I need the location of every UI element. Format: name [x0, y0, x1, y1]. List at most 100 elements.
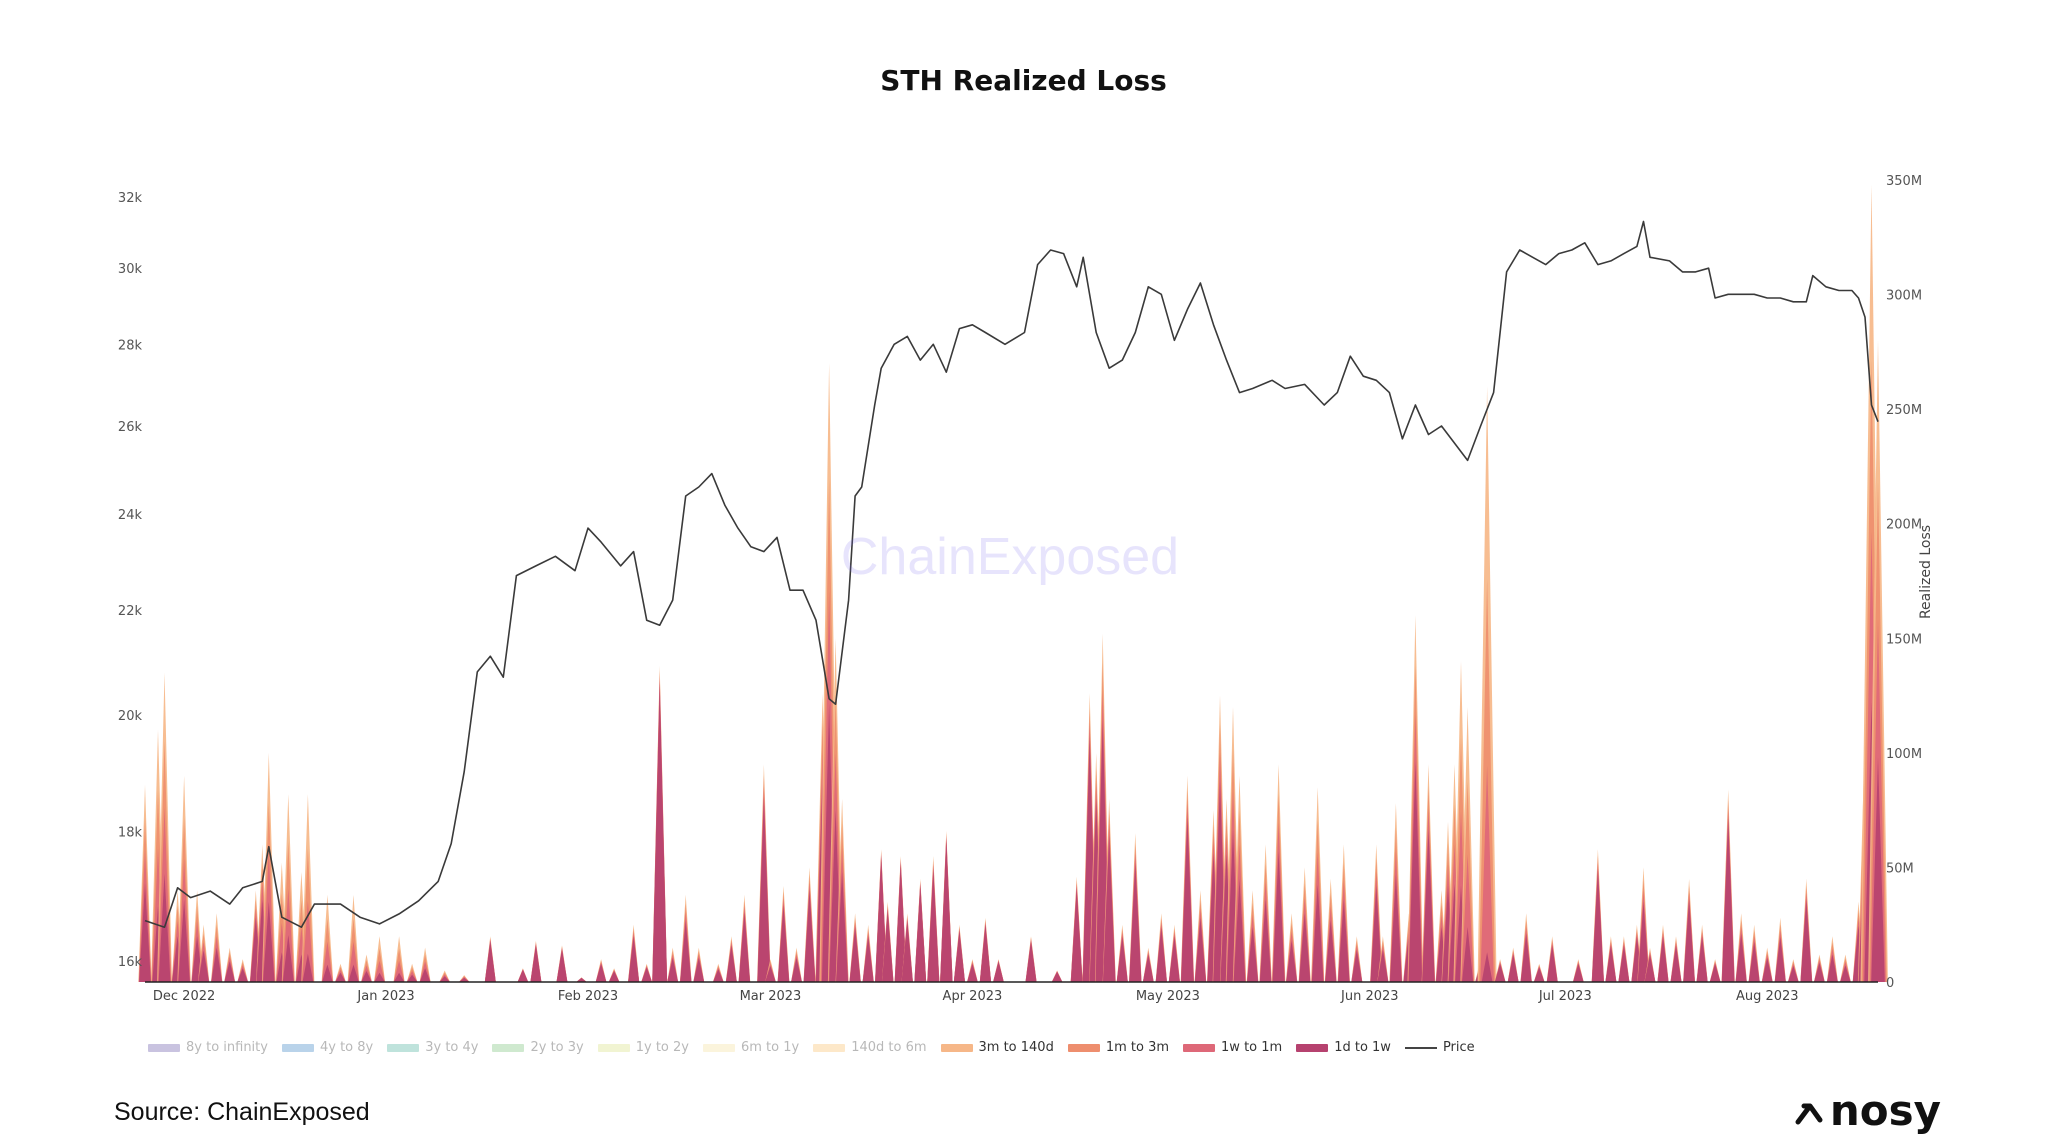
y-left-tick-label: 20k [118, 709, 143, 724]
loss-spike-1d-to-1w [757, 797, 771, 982]
loss-spike-1d-to-1w [1129, 862, 1142, 982]
legend-label: 2y to 3y [530, 1040, 584, 1055]
y-left-tick-label: 18k [118, 825, 143, 840]
loss-spike-1d-to-1w [1605, 945, 1617, 982]
loss-spike-1d-to-1w [237, 968, 248, 982]
loss-spike-1d-to-1w [836, 872, 849, 982]
loss-spike-1d-to-1w [1800, 899, 1813, 982]
legend-item[interactable]: 6m to 1y [702, 1040, 800, 1055]
loss-spike-1d-to-1w [406, 974, 418, 982]
loss-spike-1d-to-1w [927, 868, 940, 982]
loss-spike-1d-to-1w [1233, 878, 1246, 982]
loss-spike-1d-to-1w [1370, 885, 1383, 982]
loss-spike-1d-to-1w [1103, 835, 1116, 982]
loss-spike-1d-to-1w [1591, 869, 1604, 982]
loss-spike-1d-to-1w [1696, 936, 1708, 982]
loss-spike-1d-to-1w [439, 976, 450, 982]
y-right-tick-label: 0 [1886, 976, 1894, 991]
loss-spike-1w-to-1m [1461, 854, 1474, 982]
loss-spike-1d-to-1w [1670, 945, 1682, 982]
loss-spike-1d-to-1w [849, 927, 861, 982]
x-tick-label: Aug 2023 [1736, 989, 1799, 1004]
loss-spike-1d-to-1w [680, 921, 692, 982]
y-right-tick-label: 200M [1886, 518, 1922, 533]
loss-spike-1d-to-1w [1155, 927, 1167, 982]
loss-spike-1d-to-1w [1827, 954, 1838, 982]
price-line-layer [144, 220, 1879, 929]
brand-name: nosy [1829, 1086, 1941, 1135]
legend-swatch [1067, 1043, 1100, 1052]
legend-item[interactable]: 3y to 4y [387, 1040, 478, 1055]
legend-label: 6m to 1y [740, 1040, 800, 1055]
loss-spike-1d-to-1w [1377, 949, 1389, 982]
loss-spike-1d-to-1w [1462, 927, 1474, 982]
legend-swatch [387, 1043, 420, 1052]
loss-spike-1d-to-1w [1116, 936, 1128, 982]
x-tick-label: Apr 2023 [943, 989, 1003, 1004]
legend-label: 1w to 1m [1221, 1040, 1283, 1055]
price-line [144, 220, 1879, 929]
legend-item[interactable]: 1m to 3m [1067, 1040, 1170, 1055]
loss-spike-1d-to-1w [1422, 829, 1435, 982]
loss-spike-1d-to-1w [302, 953, 314, 982]
y-left-tick-label: 24k [118, 508, 143, 523]
legend-item[interactable]: 1w to 1m [1183, 1040, 1282, 1055]
loss-spike-1d-to-1w [1683, 899, 1695, 982]
source-note: Source: ChainExposed [114, 1098, 370, 1126]
loss-spike-1d-to-1w [791, 957, 802, 982]
loss-spike-1w-to-1m [374, 960, 385, 982]
loss-spike-1d-to-1w [419, 968, 431, 982]
legend-item[interactable]: 2y to 3y [492, 1040, 584, 1055]
loss-spike-1d-to-1w [1721, 818, 1735, 982]
loss-spike-1d-to-1w [1025, 940, 1037, 982]
loss-spike-1d-to-1w [282, 935, 294, 982]
loss-spike-1d-to-1w [1748, 941, 1760, 982]
y-right-tick-label: 250M [1886, 403, 1922, 418]
y-left-tick-label: 32k [118, 191, 143, 206]
legend-item[interactable]: 8y to infinity [148, 1040, 268, 1055]
loss-spike-1d-to-1w [993, 961, 1004, 982]
loss-spike-1d-to-1w [595, 963, 607, 982]
y-left-tick-label: 22k [118, 604, 143, 619]
y-left-tick-label: 26k [118, 420, 143, 435]
loss-spike-1d-to-1w [1259, 899, 1272, 982]
loss-spike-1d-to-1w [979, 924, 992, 982]
legend-swatch [1183, 1043, 1216, 1052]
loss-spike-1d-to-1w [1761, 957, 1773, 982]
legend-item[interactable]: 140d to 6m [813, 1040, 927, 1055]
loss-spike-1d-to-1w [517, 969, 529, 982]
x-tick-label: Jul 2023 [1538, 989, 1592, 1004]
x-tick-label: May 2023 [1136, 989, 1200, 1004]
loss-spike-1d-to-1w [652, 681, 668, 982]
legend-item[interactable]: 3m to 140d [940, 1040, 1054, 1055]
legend-item[interactable]: 1y to 2y [597, 1040, 689, 1055]
legend-item[interactable]: 1d to 1w [1296, 1040, 1391, 1055]
loss-spike-1d-to-1w [1351, 949, 1363, 982]
loss-spike-1d-to-1w [484, 940, 496, 982]
loss-spike-1d-to-1w [1637, 901, 1650, 982]
y-right-tick-label: 300M [1886, 289, 1922, 304]
loss-spike-1d-to-1w [1573, 963, 1584, 982]
loss-spike-1d-to-1w [1533, 967, 1545, 982]
watermark: ChainExposed [841, 528, 1179, 586]
loss-spike-1d-to-1w [953, 930, 965, 982]
legend: 8y to infinity 4y to 8y 3y to 4y 2y to 3y 1y… [148, 1040, 1489, 1055]
legend-label: 4y to 8y [319, 1040, 374, 1055]
loss-spike-1w-to-1m [302, 901, 314, 982]
loss-spike-1d-to-1w [1325, 920, 1337, 982]
y-left-tick-label: 16k [118, 955, 143, 970]
loss-spike-1d-to-1w [713, 969, 724, 982]
loss-spike-1d-to-1w [335, 972, 346, 982]
loss-spike-1d-to-1w [1546, 945, 1558, 982]
loss-spike-1w-to-1m [1480, 765, 1494, 982]
loss-spike-1d-to-1w [693, 957, 705, 982]
y-right-tick-label: 150M [1886, 632, 1922, 647]
brand-logo: nosy [1794, 1086, 1941, 1135]
legend-item[interactable]: 4y to 8y [281, 1040, 374, 1055]
legend-item[interactable]: Price [1404, 1040, 1475, 1055]
loss-spike-1d-to-1w [725, 945, 737, 982]
loss-spike-1w-to-1m [321, 941, 333, 982]
legend-label: 1m to 3m [1105, 1040, 1170, 1055]
loss-spike-1d-to-1w [1657, 936, 1669, 982]
